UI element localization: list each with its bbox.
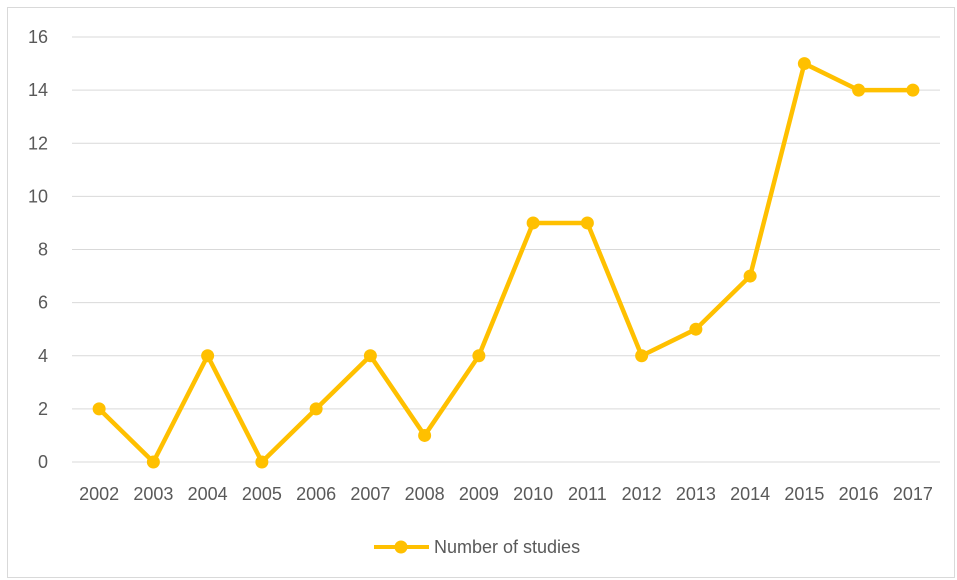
- data-point: [92, 402, 106, 416]
- y-tick-label: 4: [38, 346, 48, 366]
- x-tick-label: 2013: [676, 484, 716, 504]
- data-point: [906, 83, 920, 97]
- legend: Number of studies: [374, 537, 580, 557]
- x-tick-label: 2006: [296, 484, 336, 504]
- x-tick-label: 2011: [568, 484, 607, 504]
- data-point: [797, 57, 811, 71]
- y-tick-label: 0: [38, 452, 48, 472]
- data-point: [689, 322, 703, 336]
- y-axis-tick-labels: 0 2 4 6 8 10 12 14 16: [28, 27, 48, 472]
- x-tick-label: 2009: [459, 484, 499, 504]
- data-point: [309, 402, 323, 416]
- data-point: [580, 216, 594, 230]
- x-tick-label: 2010: [513, 484, 553, 504]
- data-point: [526, 216, 540, 230]
- y-tick-label: 2: [38, 399, 48, 419]
- gridlines: [72, 36, 940, 463]
- x-tick-label: 2003: [133, 484, 173, 504]
- x-tick-label: 2015: [784, 484, 824, 504]
- data-point: [201, 349, 215, 363]
- data-point: [635, 349, 649, 363]
- x-tick-label: 2017: [893, 484, 933, 504]
- y-tick-label: 8: [38, 240, 48, 260]
- series-group: [92, 57, 920, 469]
- chart-frame: [7, 7, 955, 578]
- x-tick-label: 2016: [839, 484, 879, 504]
- data-point: [363, 349, 377, 363]
- data-point: [472, 349, 486, 363]
- legend-label: Number of studies: [434, 537, 580, 557]
- data-point: [852, 83, 866, 97]
- series-line: [96, 61, 916, 465]
- x-tick-label: 2005: [242, 484, 282, 504]
- x-tick-label: 2012: [622, 484, 662, 504]
- y-tick-label: 14: [28, 80, 48, 100]
- data-point: [255, 455, 269, 469]
- y-tick-label: 6: [38, 293, 48, 313]
- x-tick-label: 2007: [350, 484, 390, 504]
- data-point: [743, 269, 757, 283]
- y-tick-label: 12: [28, 133, 48, 153]
- data-point: [146, 455, 160, 469]
- x-tick-label: 2008: [405, 484, 445, 504]
- x-tick-label: 2014: [730, 484, 770, 504]
- legend-marker-swatch: [394, 540, 408, 554]
- data-point: [418, 428, 432, 442]
- x-tick-label: 2004: [188, 484, 228, 504]
- x-axis-tick-labels: 2002 2003 2004 2005 2006 2007 2008 2009 2010 2011…: [79, 484, 933, 504]
- y-tick-label: 16: [28, 27, 48, 47]
- x-tick-label: 2002: [79, 484, 119, 504]
- y-tick-label: 10: [28, 186, 48, 206]
